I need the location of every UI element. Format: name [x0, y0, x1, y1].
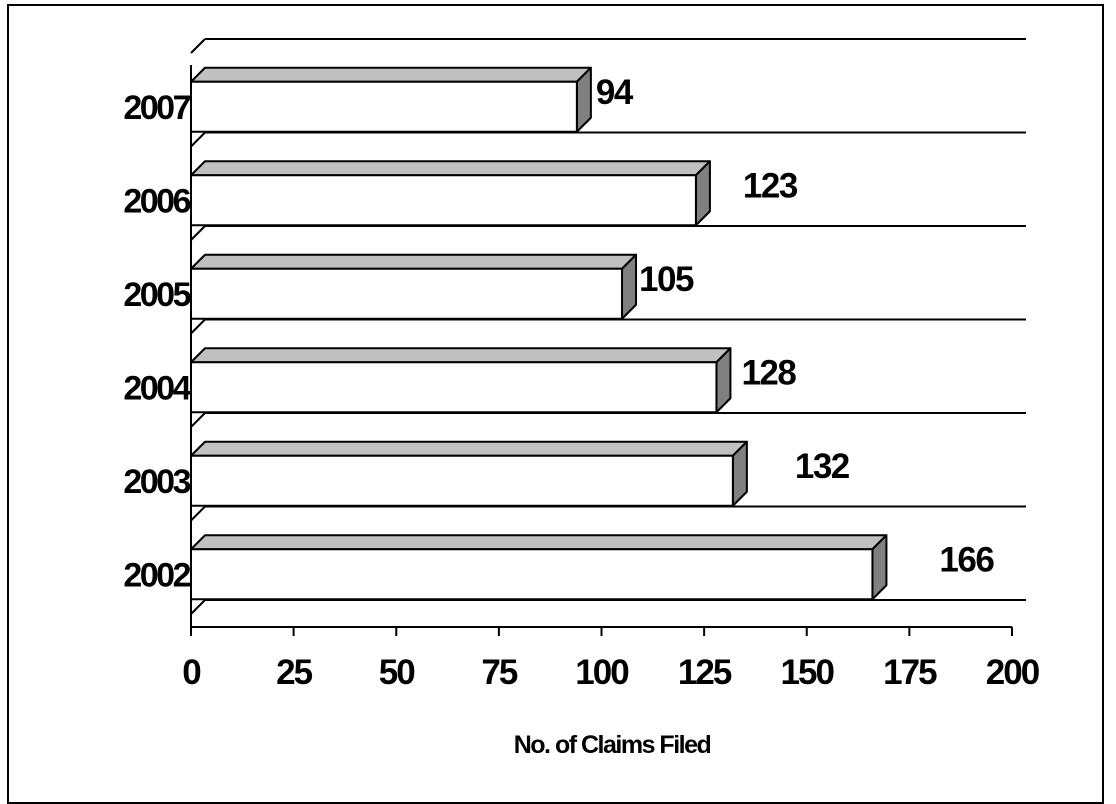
bar	[190, 174, 697, 227]
gridline-join	[190, 505, 206, 522]
bar	[190, 454, 734, 507]
gridline-join	[190, 131, 206, 148]
bar	[190, 361, 718, 414]
bar	[190, 267, 624, 320]
value-label: 94	[596, 73, 634, 112]
x-tick-label: 175	[883, 653, 937, 692]
value-label: 132	[795, 447, 850, 486]
gridline-join	[190, 318, 206, 335]
gridline-join	[190, 412, 206, 428]
labels: 0 25 50 75 100 125 150 175 200 2002 166 2003 132 2004…	[123, 73, 1041, 692]
category-label: 2006	[123, 182, 190, 220]
x-tick-label: 150	[781, 653, 835, 692]
axes	[190, 65, 1013, 636]
x-tick-label: 75	[481, 653, 517, 692]
bar-top-face	[190, 534, 888, 551]
category-label: 2004	[123, 369, 191, 407]
bar	[190, 80, 578, 133]
gridline-join	[190, 599, 206, 615]
value-label: 123	[743, 166, 798, 205]
bar-top-face	[190, 440, 748, 457]
category-label: 2003	[123, 463, 190, 501]
category-label: 2002	[123, 556, 190, 594]
value-label: 105	[639, 260, 694, 299]
category-label: 2005	[123, 276, 190, 314]
x-axis-title: No. of Claims Filed	[514, 731, 711, 759]
bar-top-face	[190, 347, 732, 364]
x-tick-label: 0	[182, 653, 201, 692]
gridline-join	[190, 225, 206, 241]
value-label: 166	[939, 540, 994, 579]
x-tick-label: 100	[575, 653, 629, 692]
bar	[190, 548, 874, 601]
bar-top-face	[190, 253, 638, 270]
bar-top-face	[190, 160, 711, 177]
x-tick-label: 50	[379, 653, 415, 692]
bars	[190, 66, 888, 601]
x-tick-label: 25	[276, 653, 312, 692]
x-tick-label: 125	[678, 653, 732, 692]
x-tick-label: 200	[986, 653, 1040, 692]
category-label: 2007	[123, 89, 190, 127]
gridline-join	[190, 38, 206, 54]
bar-top-face	[190, 66, 592, 83]
value-label: 128	[741, 353, 796, 392]
